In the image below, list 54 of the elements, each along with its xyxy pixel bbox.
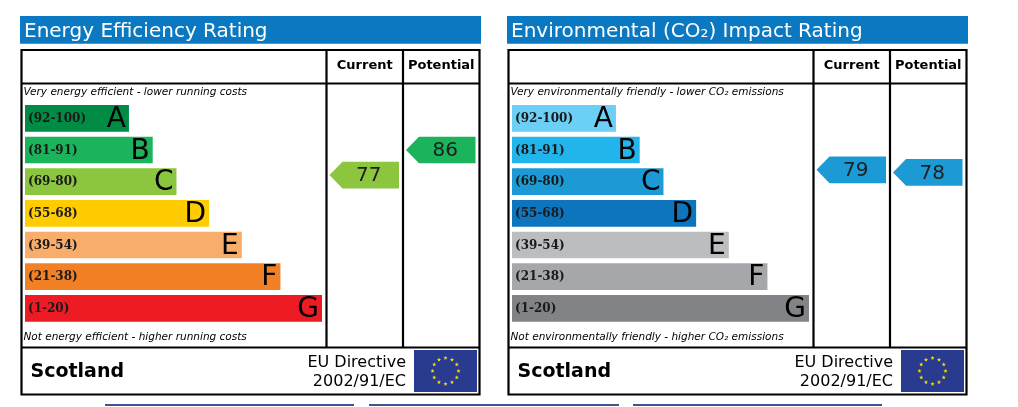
bar: [25, 200, 210, 227]
text: 78: [919, 159, 945, 184]
y-tick-label: (21-38): [28, 269, 78, 284]
bar: [512, 263, 768, 291]
text: Current: [823, 56, 880, 72]
annotation: G: [297, 291, 319, 325]
text: 79: [843, 157, 869, 181]
text: Scotland: [517, 359, 612, 381]
y-tick-label: (81-91): [515, 142, 565, 157]
text: Current: [336, 56, 393, 72]
text: Very energy efficient - lower running costs: [23, 85, 248, 97]
y-tick-label: (81-91): [28, 142, 78, 157]
text: Very environmentally friendly - lower CO₂ emissions: [510, 85, 785, 97]
y-tick-label: (55-68): [28, 205, 78, 220]
annotation: A: [593, 101, 613, 135]
chart-title: Environmental (CO₂) Impact Rating: [511, 18, 863, 42]
annotation: E: [708, 227, 726, 261]
y-tick-label: (92-100): [515, 110, 574, 125]
bar: [25, 263, 281, 291]
y-tick-label: (1-20): [515, 300, 557, 315]
annotation: C: [153, 164, 174, 198]
y-tick-label: (21-38): [515, 269, 565, 284]
text: Not energy efficient - higher running costs: [23, 330, 248, 342]
text: EU Directive: [794, 352, 893, 371]
text: Scotland: [30, 359, 125, 381]
annotation: B: [130, 132, 150, 166]
text: Potential: [407, 56, 475, 72]
text: Potential: [894, 56, 962, 72]
text: 2002/91/EC: [312, 370, 406, 390]
annotation: D: [671, 196, 694, 230]
bar: [512, 200, 697, 227]
annotation: G: [784, 291, 806, 325]
annotation: C: [640, 164, 661, 198]
annotation: F: [261, 259, 278, 293]
annotation: B: [617, 132, 637, 166]
y-tick-label: (39-54): [28, 237, 78, 252]
y-tick-label: (55-68): [515, 205, 565, 220]
bar: [25, 295, 322, 322]
annotation: D: [184, 196, 207, 230]
y-tick-label: (92-100): [28, 110, 87, 125]
text: EU Directive: [307, 352, 406, 371]
annotation: F: [748, 259, 765, 293]
y-tick-label: (1-20): [28, 300, 70, 315]
text: 2002/91/EC: [799, 370, 893, 390]
y-tick-label: (69-80): [515, 174, 565, 189]
annotation: E: [221, 227, 239, 261]
text: Not environmentally friendly - higher CO₂ emissions: [510, 330, 785, 342]
chart-title: Energy Efficiency Rating: [24, 18, 268, 42]
y-tick-label: (69-80): [28, 174, 78, 189]
text: 86: [432, 137, 458, 162]
y-tick-label: (39-54): [515, 237, 565, 252]
annotation: A: [106, 101, 126, 135]
bar: [512, 295, 809, 322]
text: 77: [356, 162, 382, 187]
